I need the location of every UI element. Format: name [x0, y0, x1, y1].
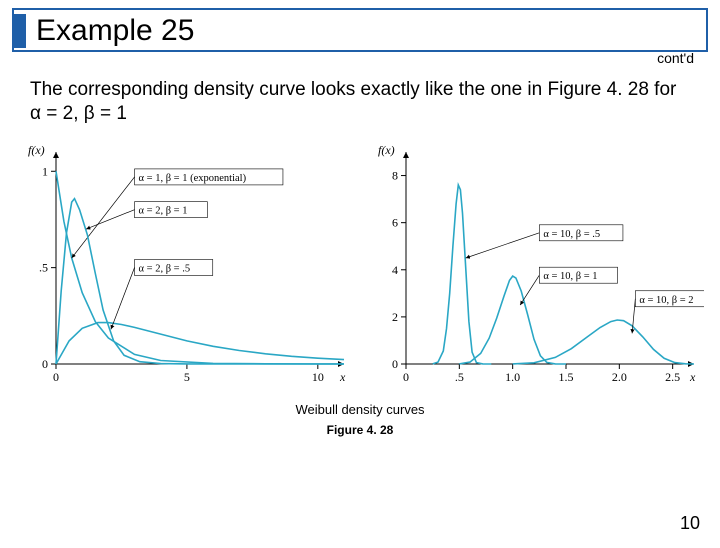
svg-text:4: 4 [392, 262, 398, 276]
svg-text:α = 2, β = .5: α = 2, β = .5 [139, 263, 191, 274]
left-chart: 0 5 10 0 .5 1 x f(x) α = 1, β = 1 (exponential) α… [14, 138, 356, 394]
svg-text:0: 0 [42, 357, 48, 371]
svg-text:f(x): f(x) [28, 143, 45, 157]
slide-title: Example 25 [36, 14, 704, 48]
svg-text:f(x): f(x) [378, 143, 395, 157]
svg-text:2: 2 [392, 309, 398, 323]
svg-text:1: 1 [42, 164, 48, 178]
svg-text:1.5: 1.5 [559, 370, 574, 384]
svg-text:2.0: 2.0 [612, 370, 627, 384]
body-text: The corresponding density curve looks ex… [30, 78, 690, 126]
svg-text:α = 10, β = 2: α = 10, β = 2 [639, 294, 693, 305]
svg-text:0: 0 [403, 370, 409, 384]
charts-row: 0 5 10 0 .5 1 x f(x) α = 1, β = 1 (exponential) α… [14, 138, 706, 394]
svg-text:x: x [689, 370, 696, 384]
header-accent [14, 14, 26, 48]
svg-text:6: 6 [392, 215, 398, 229]
contd-label: cont'd [657, 50, 694, 66]
svg-text:5: 5 [184, 370, 190, 384]
svg-text:α = 1, β = 1 (exponential): α = 1, β = 1 (exponential) [139, 172, 247, 183]
slide-header: Example 25 [12, 8, 708, 52]
right-chart: 0 .5 1.0 1.5 2.0 2.5 0 2 4 6 8 x f(x) α = 10, β = .5 α… [364, 138, 706, 394]
svg-text:α = 10, β = 1: α = 10, β = 1 [543, 271, 597, 282]
svg-text:2.5: 2.5 [665, 370, 680, 384]
svg-text:α = 10, β = .5: α = 10, β = .5 [543, 228, 600, 239]
svg-text:α = 2, β = 1: α = 2, β = 1 [139, 205, 188, 216]
svg-text:0: 0 [392, 357, 398, 371]
svg-text:x: x [339, 370, 346, 384]
svg-text:8: 8 [392, 168, 398, 182]
page-number: 10 [680, 513, 700, 534]
svg-text:.5: .5 [455, 370, 464, 384]
svg-text:0: 0 [53, 370, 59, 384]
svg-text:10: 10 [312, 370, 324, 384]
figure-caption: Weibull density curves [0, 402, 720, 417]
svg-text:.5: .5 [39, 260, 48, 274]
figure-number: Figure 4. 28 [0, 423, 720, 437]
svg-text:1.0: 1.0 [505, 370, 520, 384]
